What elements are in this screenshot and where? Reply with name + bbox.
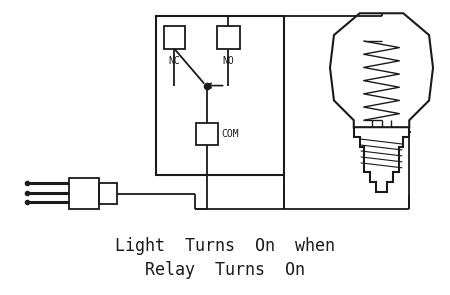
Bar bbox=[156, 16, 284, 175]
Bar bbox=[217, 26, 240, 49]
Bar bbox=[69, 178, 99, 209]
Bar bbox=[164, 26, 185, 49]
Text: NC: NC bbox=[169, 56, 180, 66]
Text: Light  Turns  On  when: Light Turns On when bbox=[115, 237, 335, 255]
Bar bbox=[99, 183, 117, 204]
Bar bbox=[196, 123, 218, 145]
Text: NO: NO bbox=[223, 56, 234, 66]
Text: COM: COM bbox=[221, 129, 238, 139]
Text: Relay  Turns  On: Relay Turns On bbox=[145, 261, 305, 279]
